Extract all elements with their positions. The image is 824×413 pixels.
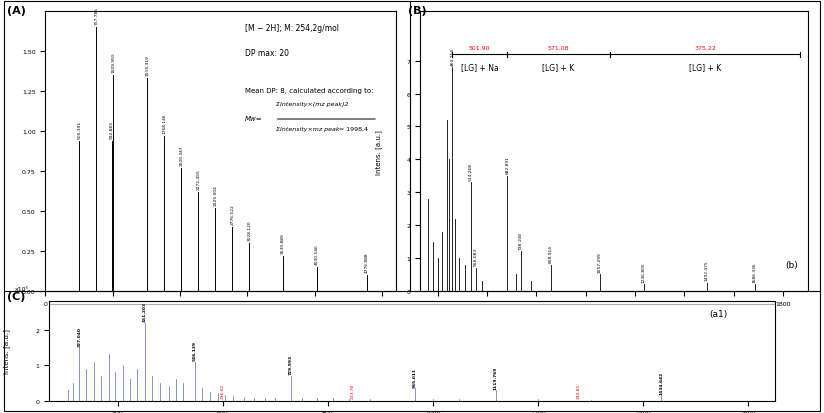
Y-axis label: Intens. [a.u.]: Intens. [a.u.] [2,329,10,373]
Text: 965.011: 965.011 [413,367,417,387]
Text: [LG] + Na: [LG] + Na [461,63,499,72]
Text: 233.78: 233.78 [351,383,355,398]
Text: ΣIntensity×mz peak: ΣIntensity×mz peak [276,127,340,132]
Text: 1768.146: 1768.146 [162,113,166,133]
Text: 1009.955: 1009.955 [111,52,115,73]
Text: x10⁵: x10⁵ [386,0,401,1]
Text: 1057.299: 1057.299 [597,252,602,272]
Text: 992.883: 992.883 [110,121,115,138]
Text: Mw=: Mw= [245,116,263,121]
Text: 1119.769: 1119.769 [494,366,498,389]
Text: 505.391: 505.391 [77,120,82,138]
Text: 4776.888: 4776.888 [365,252,369,272]
Text: 1686.336: 1686.336 [753,261,756,282]
Y-axis label: Intens. [a.u.]: Intens. [a.u.] [375,129,382,174]
Text: 1236.805: 1236.805 [642,261,646,282]
Text: 236.02: 236.02 [221,383,225,398]
Text: 1515.319: 1515.319 [145,55,149,76]
Text: [M − 2H]; M: 254,2g/mol: [M − 2H]; M: 254,2g/mol [245,24,339,33]
Text: = 1998,4: = 1998,4 [339,127,368,132]
Text: 2020.347: 2020.347 [180,145,184,165]
Text: 501.90: 501.90 [469,46,490,51]
Text: 2525.004: 2525.004 [213,184,218,205]
Text: DP max: 20: DP max: 20 [245,49,289,57]
Text: 757.786: 757.786 [95,7,98,25]
Text: x10⁵: x10⁵ [15,287,29,292]
Text: 2272.455: 2272.455 [196,169,200,189]
Text: x10⁴: x10⁴ [0,0,16,1]
Text: 1434.642: 1434.642 [659,371,663,394]
Text: 534.268: 534.268 [469,162,473,180]
Text: (C): (C) [7,291,25,301]
Text: Mean DP: 8, calculated according to:: Mean DP: 8, calculated according to: [245,88,373,94]
Text: 729.993: 729.993 [289,354,293,375]
Text: [LG] + K: [LG] + K [689,63,721,72]
Text: 451.203: 451.203 [143,301,147,321]
Text: 571.08: 571.08 [548,46,569,51]
Text: [LG] + K: [LG] + K [542,63,575,72]
Text: 556.083: 556.083 [474,247,478,266]
Text: 3028.120: 3028.120 [247,220,251,240]
Text: (A): (A) [7,6,26,16]
Text: (a1): (a1) [709,309,728,318]
Text: (b): (b) [785,260,798,269]
X-axis label: m/z: m/z [606,311,621,320]
Text: ΣIntensity×(mz peak)2: ΣIntensity×(mz peak)2 [276,102,349,107]
Text: 738.108: 738.108 [519,231,523,249]
Text: 460.254: 460.254 [451,47,454,66]
Text: 2776.522: 2776.522 [231,204,234,224]
Text: 327.040: 327.040 [77,326,82,346]
Text: 375.22: 375.22 [694,46,716,51]
Text: 4030.546: 4030.546 [315,243,319,264]
Text: (B): (B) [408,6,427,16]
Text: 1492.475: 1492.475 [705,260,709,280]
Text: 234.85: 234.85 [577,382,581,398]
Text: 546.129: 546.129 [193,340,197,360]
X-axis label: m/z: m/z [213,311,227,320]
Text: 858.914: 858.914 [549,244,553,262]
Text: 3530.889: 3530.889 [281,232,285,253]
Text: 682.891: 682.891 [505,156,509,174]
